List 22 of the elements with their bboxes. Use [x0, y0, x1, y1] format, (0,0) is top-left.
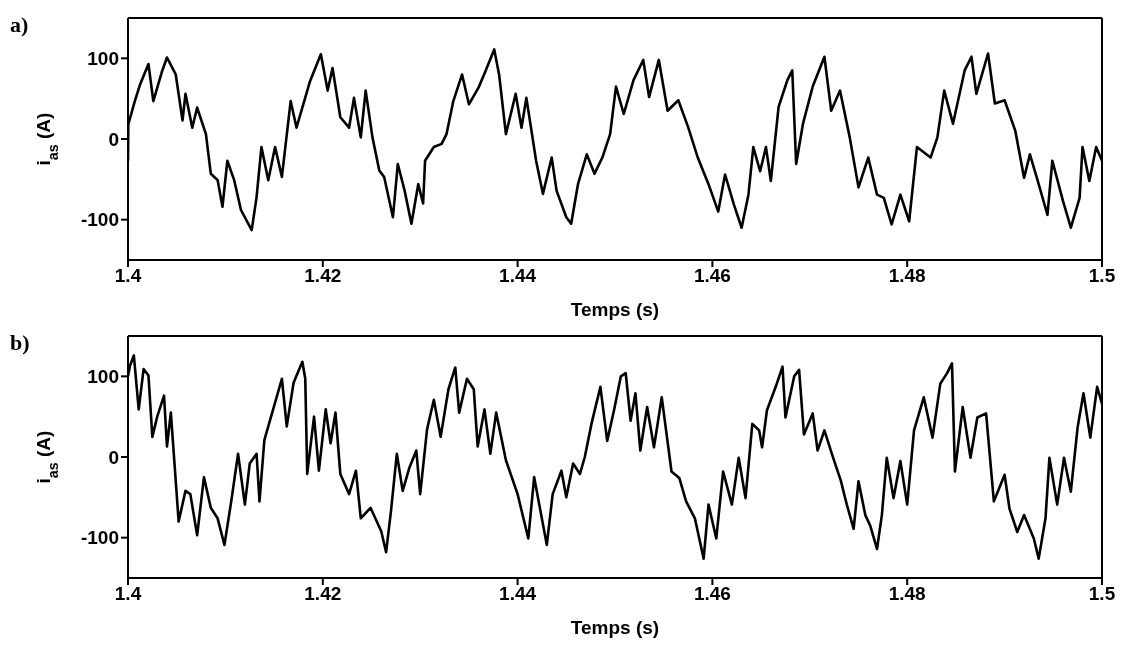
x-axis-title: Temps (s) — [570, 299, 660, 320]
y-tick-label: 0 — [108, 446, 119, 468]
y-tick-label: 100 — [87, 366, 119, 388]
x-tick-label: 1.46 — [693, 265, 731, 287]
x-axis-title: Temps (s) — [570, 617, 660, 638]
x-tick-label: 1.4 — [114, 583, 142, 605]
x-tick-label: 1.44 — [499, 583, 537, 605]
x-tick-label: 1.42 — [304, 583, 342, 605]
x-tick-label: 1.5 — [1088, 265, 1116, 287]
y-tick-label: -100 — [80, 527, 119, 549]
y-tick-label: 100 — [87, 48, 119, 70]
x-tick-label: 1.44 — [499, 265, 537, 287]
chart-title: a) — [10, 12, 29, 38]
x-tick-label: 1.4 — [114, 265, 142, 287]
x-tick-label: 1.42 — [304, 265, 342, 287]
x-tick-label: 1.48 — [888, 265, 926, 287]
x-tick-label: 1.48 — [888, 583, 926, 605]
x-tick-label: 1.46 — [693, 583, 731, 605]
x-tick-label: 1.5 — [1088, 583, 1116, 605]
y-tick-label: -100 — [80, 209, 119, 231]
y-tick-label: 0 — [108, 128, 119, 150]
chart-title: b) — [10, 330, 30, 356]
